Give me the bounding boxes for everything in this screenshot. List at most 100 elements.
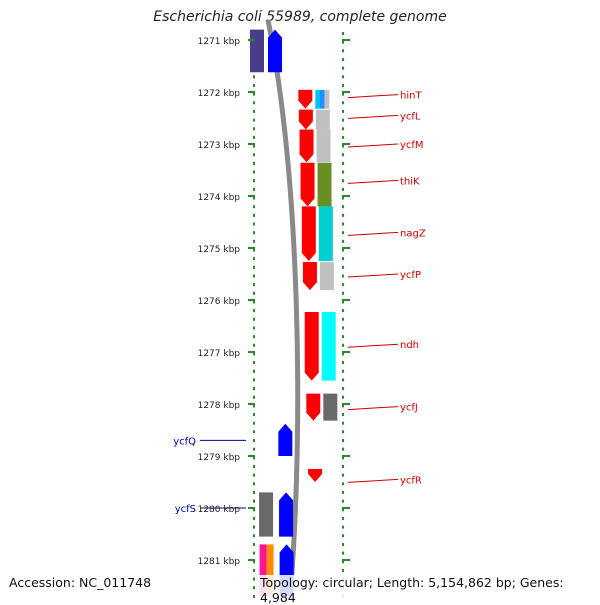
gene-ycfQ-arrow [278, 423, 293, 456]
ruler-dot [342, 490, 344, 494]
ruler-dot [342, 83, 344, 87]
gene-hinT-label-line [347, 94, 399, 99]
ruler-dot [342, 127, 344, 131]
ruler-dot [253, 395, 255, 399]
ruler-dot [253, 542, 255, 546]
tick-mark [342, 455, 350, 457]
ruler-dot [253, 335, 255, 339]
tick-mark [342, 195, 350, 197]
ruler-dot [342, 222, 344, 226]
ruler-dot [253, 205, 255, 209]
ruler-dot [253, 317, 255, 321]
gene-ndh-label-line [347, 343, 399, 348]
ruler-dot [253, 343, 255, 347]
ruler-dot [342, 413, 344, 417]
ruler-dot [342, 153, 344, 157]
ruler-dot [253, 326, 255, 330]
ruler-dot [253, 369, 255, 373]
gene-ycfP-label-line [347, 273, 399, 278]
tick-mark [342, 143, 350, 145]
ruler-dot [253, 586, 255, 590]
ruler-dot [253, 361, 255, 365]
ruler-dot [253, 378, 255, 382]
gene-ycfP-cog-block [319, 262, 334, 291]
ruler-dot [253, 170, 255, 174]
ruler-dot [342, 179, 344, 183]
ruler-dot [342, 516, 344, 520]
ruler-dot [342, 309, 344, 313]
ruler-dot [342, 101, 344, 105]
gene-hinT-cog-block [319, 89, 325, 109]
ruler-dot [253, 534, 255, 538]
ruler-dot [253, 413, 255, 417]
ruler-dot [342, 343, 344, 347]
ruler-dot [342, 482, 344, 486]
tick-mark [248, 455, 255, 457]
tick-mark [342, 247, 350, 249]
ruler-dot [253, 577, 255, 581]
ruler-dot [253, 75, 255, 79]
backbone-line [265, 19, 301, 600]
gene-ycfL-label: ycfL [400, 111, 421, 122]
ruler-dot [342, 170, 344, 174]
tick-label: 1274 kbp [198, 193, 241, 203]
ruler-dot [253, 490, 255, 494]
ruler-dot [253, 516, 255, 520]
ruler-dot [342, 395, 344, 399]
ruler-dot [342, 456, 344, 460]
ruler-dot [253, 92, 255, 96]
ruler-dot [342, 369, 344, 373]
ruler-dot [342, 300, 344, 304]
gene-ndh-label: ndh [400, 340, 419, 351]
label-layer: hinT ycfL ycfM thiK nagZ ycfP ndh ycfJ ycfQ ycfR y… [173, 91, 426, 515]
ruler-dot [253, 274, 255, 278]
ruler-dot [253, 352, 255, 356]
tick-mark [342, 559, 350, 561]
ruler-dot [253, 473, 255, 477]
ruler-dot [253, 179, 255, 183]
ruler-dot [253, 465, 255, 468]
gene-hinT-cog-block [324, 89, 330, 109]
ruler-dot [342, 361, 344, 365]
ruler-dot [253, 482, 255, 486]
ruler-dot [253, 447, 255, 451]
ruler-dot [342, 421, 344, 425]
gene-ycfL-cog-block [315, 109, 330, 130]
ruler-dot [253, 109, 255, 113]
tick-mark [248, 247, 255, 249]
ruler-dot [253, 118, 255, 122]
ruler-dot [342, 109, 344, 113]
ruler-dot [253, 430, 255, 434]
tick-label: 1279 kbp [198, 453, 241, 463]
ruler-dot [253, 300, 255, 304]
ruler-dot [342, 326, 344, 330]
tick-mark [248, 299, 255, 301]
summary-text: Topology: circular; Length: 5,154,862 bp… [257, 575, 600, 605]
ruler-dot [253, 213, 255, 217]
tick-mark [248, 91, 255, 93]
ruler-dot [342, 265, 344, 269]
ruler-dot [253, 135, 255, 139]
gene-ycfM-label-line [347, 143, 399, 148]
map-title: Escherichia coli 55989, complete genome [153, 9, 447, 25]
ruler-dot [253, 439, 255, 443]
tick-mark [248, 507, 255, 509]
ruler-dot [342, 32, 344, 35]
gene-ycfJ-label-line [347, 406, 399, 411]
tick-mark [248, 559, 255, 561]
ruler-dot [342, 473, 344, 477]
tick-mark [248, 351, 255, 353]
gene-thiK-arrow [300, 162, 315, 207]
tick-label: 1281 kbp [198, 557, 241, 567]
ruler-dot [342, 335, 344, 339]
gene-ycfS-cog-block [259, 492, 274, 537]
ruler-dot [342, 231, 344, 235]
ruler-dot [253, 508, 255, 512]
ruler-dot [253, 153, 255, 157]
ruler-dot [342, 447, 344, 451]
tick-mark [248, 195, 255, 197]
gene-ycfL-label-line [347, 114, 399, 119]
ruler-dot [253, 144, 255, 148]
ruler-dot [342, 49, 344, 53]
